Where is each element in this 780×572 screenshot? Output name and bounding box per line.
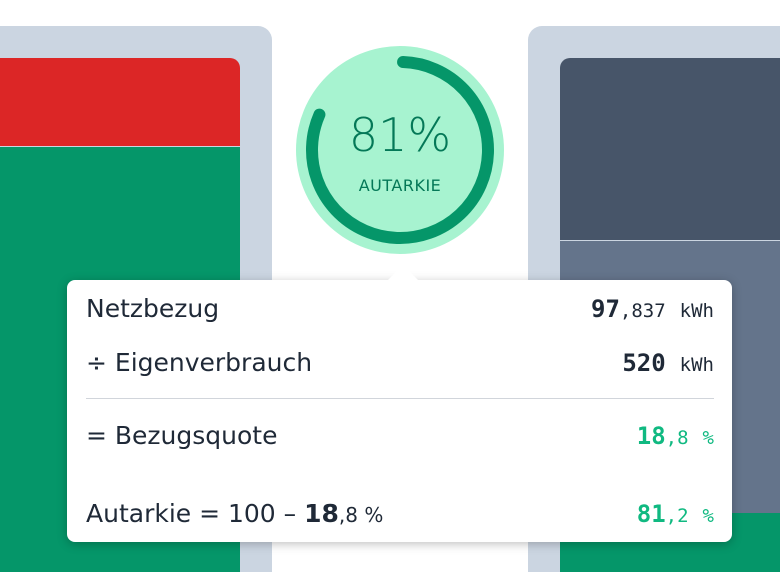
tooltip-divider: [86, 398, 714, 399]
gauge-text: 81% AUTARKIE: [294, 44, 506, 256]
row-label: = Bezugsquote: [86, 421, 278, 450]
row-label: Autarkie = 100 – 18,8 %: [86, 499, 384, 528]
gauge-background: [296, 46, 504, 254]
tooltip-row-grid-import: Netzbezug 97,837 kWh: [86, 294, 714, 323]
gauge-value: 81%: [348, 107, 452, 162]
row-value: 81,2%: [636, 500, 714, 528]
gauge-progress-ring: [306, 55, 494, 244]
row-value: 520 kWh: [622, 349, 714, 377]
row-label: Netzbezug: [86, 294, 220, 323]
grid-import-bar[interactable]: [0, 58, 240, 146]
consumption-bar-dark[interactable]: [560, 58, 780, 240]
row-value: 18,8%: [636, 422, 714, 450]
tooltip-arrow: [388, 265, 418, 280]
calculation-tooltip: Netzbezug 97,837 kWh ÷ Eigenverbrauch 520…: [67, 280, 732, 542]
row-value: 97,837 kWh: [591, 295, 714, 323]
autarky-gauge[interactable]: [294, 44, 506, 256]
tooltip-row-self-consumption: ÷ Eigenverbrauch 520 kWh: [86, 348, 714, 377]
tooltip-row-autarky: Autarkie = 100 – 18,8 % 81,2%: [86, 499, 714, 528]
row-label: ÷ Eigenverbrauch: [86, 348, 313, 377]
tooltip-row-import-ratio: = Bezugsquote 18,8%: [86, 421, 714, 450]
gauge-label: AUTARKIE: [358, 175, 442, 195]
